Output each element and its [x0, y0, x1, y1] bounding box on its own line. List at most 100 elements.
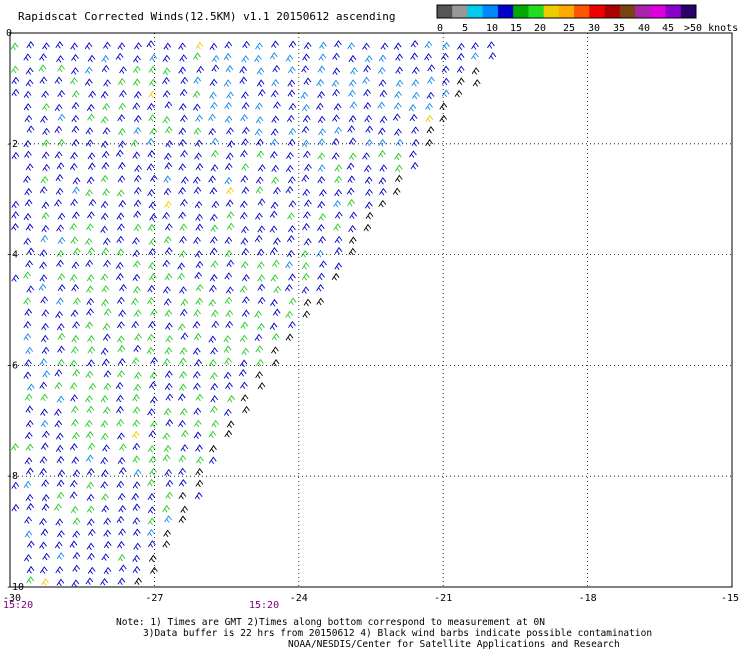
wind-barb [255, 212, 263, 221]
wind-barb [116, 321, 125, 329]
wind-barb [132, 249, 141, 258]
wind-barb [54, 420, 63, 428]
wind-barb [241, 55, 250, 63]
legend-swatch [513, 5, 529, 18]
wind-barb [11, 211, 20, 219]
wind-barb [208, 359, 217, 367]
wind-barb [148, 430, 157, 438]
wind-barb [116, 480, 125, 489]
wind-barb [71, 67, 79, 75]
wind-barb [24, 114, 33, 123]
wind-barb [116, 235, 125, 244]
wind-barb [179, 250, 187, 258]
wind-barb [317, 176, 326, 184]
wind-barb [209, 247, 218, 255]
wind-barb [348, 236, 357, 244]
wind-barb [88, 198, 97, 207]
wind-barb [456, 52, 465, 61]
wind-barb [162, 504, 171, 513]
wind-barb [55, 566, 64, 574]
wind-barb [87, 211, 95, 219]
wind-barb [411, 126, 419, 134]
legend-label: 30 [588, 23, 600, 34]
wind-barb [241, 163, 249, 171]
wind-barb [439, 102, 448, 110]
wind-barb [348, 137, 357, 145]
wind-barb [410, 161, 419, 170]
wind-barb [40, 176, 49, 184]
wind-barb [195, 114, 203, 123]
wind-barb [147, 297, 155, 305]
wind-barb [87, 54, 96, 63]
wind-barb [100, 481, 109, 489]
wind-barb [147, 493, 156, 501]
wind-barb [178, 163, 187, 171]
wind-barb [100, 174, 109, 183]
wind-barb [101, 150, 110, 159]
wind-barb [42, 163, 51, 172]
wind-barb [301, 65, 309, 73]
wind-barb [226, 127, 234, 135]
wind-barb [225, 152, 234, 160]
wind-barb [39, 517, 47, 526]
wind-barb [103, 566, 112, 575]
wind-barb [11, 151, 20, 160]
wind-barb [101, 298, 109, 307]
wind-barb [208, 430, 217, 439]
wind-barb [223, 52, 232, 61]
wind-barb [24, 554, 32, 562]
wind-barb [301, 272, 310, 281]
wind-barb [287, 79, 296, 87]
wind-barb [441, 52, 449, 61]
wind-barb [71, 101, 80, 110]
wind-barb [100, 273, 109, 281]
wind-barb [71, 261, 80, 269]
wind-barb [55, 173, 64, 182]
wind-barb [23, 175, 31, 184]
note-line-2: 3)Data buffer is 22 hrs from 20150612 4)… [143, 628, 653, 639]
wind-barb [180, 298, 189, 307]
wind-barb [132, 151, 141, 159]
wind-barb [409, 150, 417, 158]
wind-barb [208, 127, 217, 136]
wind-barb [71, 114, 80, 123]
wind-barb [71, 90, 80, 98]
wind-barb [316, 78, 324, 87]
wind-barb [147, 540, 156, 548]
wind-barb [242, 40, 250, 49]
wind-barb [346, 187, 355, 196]
wind-barb [241, 138, 249, 146]
wind-barb [180, 444, 189, 452]
wind-barb [331, 79, 340, 88]
wind-barb [287, 138, 296, 147]
wind-barb [103, 308, 112, 316]
wind-barb [102, 188, 110, 196]
wind-barb [319, 189, 327, 197]
wind-barb [72, 432, 80, 440]
wind-barb [226, 420, 235, 428]
wind-barb [71, 284, 79, 292]
wind-barb [334, 40, 342, 48]
wind-barb [23, 237, 32, 246]
wind-barb [210, 164, 219, 172]
wind-barb [378, 79, 387, 87]
wind-barb [163, 529, 171, 538]
wind-barb [134, 577, 142, 585]
legend-label: 5 [462, 23, 468, 34]
wind-barb [210, 405, 218, 414]
wind-barb [84, 66, 93, 74]
wind-barb [23, 140, 32, 148]
wind-barb [424, 40, 433, 49]
wind-barb [223, 79, 232, 87]
wind-barb [102, 333, 111, 342]
wind-barb [471, 67, 480, 75]
wind-barb [41, 211, 50, 220]
wind-barb [165, 491, 174, 500]
wind-barb [40, 393, 49, 402]
wind-barb [54, 369, 63, 377]
wind-barb [303, 238, 312, 246]
wind-barb [162, 286, 171, 294]
wind-barb [209, 187, 218, 195]
wind-barb [224, 236, 233, 245]
wind-barb [379, 164, 388, 172]
